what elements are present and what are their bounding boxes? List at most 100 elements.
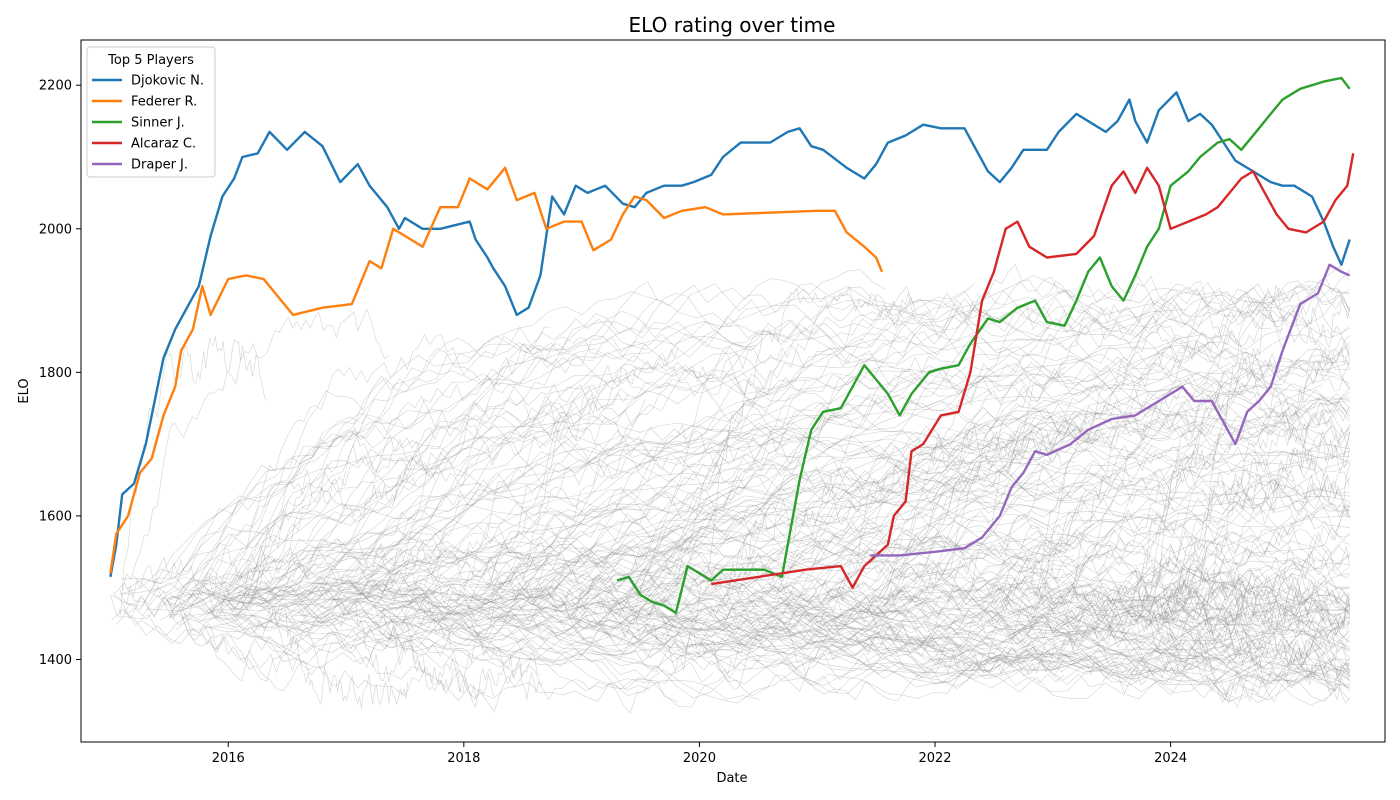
background-player-line xyxy=(168,431,1089,618)
background-player-line xyxy=(227,293,896,603)
background-player-line xyxy=(288,518,794,630)
background-player-line xyxy=(203,283,910,624)
background-player-line xyxy=(196,568,844,635)
background-player-line xyxy=(603,577,1339,636)
legend-entry: Federer R. xyxy=(131,95,197,110)
background-player-line xyxy=(179,614,1249,673)
background-player-line xyxy=(359,280,1350,586)
background-player-line xyxy=(292,598,1350,688)
background-player-line xyxy=(694,286,915,626)
background-player-line xyxy=(815,354,1350,587)
background-player-line xyxy=(216,616,760,700)
background-player-line xyxy=(700,556,1350,624)
background-player-line xyxy=(634,396,1350,596)
background-player-line xyxy=(378,487,1293,612)
background-player-line xyxy=(146,309,1187,612)
background-player-line xyxy=(676,608,1350,687)
background-player-line xyxy=(291,331,1350,617)
background-player-line xyxy=(487,515,1115,591)
background-player-line xyxy=(378,599,1350,702)
background-player-line xyxy=(835,385,1350,586)
background-player-line xyxy=(1091,521,1350,632)
legend-title: Top 5 Players xyxy=(107,53,194,68)
background-player-line xyxy=(1073,269,1350,596)
background-player-line xyxy=(153,590,314,674)
background-player-line xyxy=(486,350,783,582)
background-player-line xyxy=(729,276,1225,598)
background-player-line xyxy=(175,308,1050,631)
y-tick-label: 1600 xyxy=(39,509,72,524)
background-player-line xyxy=(632,597,1350,689)
background-player-line xyxy=(551,578,901,627)
background-player-line xyxy=(221,592,425,676)
background-player-line xyxy=(112,592,530,661)
background-player-line xyxy=(981,362,1350,600)
legend-entry: Sinner J. xyxy=(131,116,185,131)
background-player-line xyxy=(1004,575,1350,645)
background-player-line xyxy=(122,610,714,702)
background-player-line xyxy=(210,533,444,620)
background-player-line xyxy=(710,365,1191,597)
background-player-line xyxy=(847,562,1350,617)
background-player-line xyxy=(734,559,1350,613)
background-player-line xyxy=(1203,441,1350,626)
background-player-line xyxy=(311,269,886,588)
background-player-line xyxy=(469,587,1350,685)
background-player-line xyxy=(535,563,1278,616)
background-player-line xyxy=(633,368,992,615)
background-player-line xyxy=(626,265,1350,599)
background-player-line xyxy=(1027,306,1350,617)
background-player-line xyxy=(836,424,1028,600)
background-player-line xyxy=(851,426,1266,623)
background-player-line xyxy=(1070,584,1350,662)
background-player-line xyxy=(805,548,1350,591)
background-player-line xyxy=(224,506,1094,599)
background-player-line xyxy=(322,408,1207,606)
legend-entry: Draper J. xyxy=(131,158,188,173)
background-player-line xyxy=(991,569,1350,622)
background-player-line xyxy=(1150,569,1350,635)
x-axis: 2016 2018 2020 2022 2024 xyxy=(212,742,1187,766)
background-player-line xyxy=(190,429,911,590)
background-player-line xyxy=(174,363,1105,605)
background-player-line xyxy=(1143,556,1350,623)
background-player-line xyxy=(374,608,544,701)
background-player-line xyxy=(209,484,918,618)
background-player-line xyxy=(600,343,1334,603)
legend: Top 5 Players Djokovic N. Federer R. Sinne… xyxy=(86,46,216,178)
background-player-line xyxy=(499,582,964,664)
background-player-line xyxy=(892,421,1332,616)
background-player-line xyxy=(444,393,629,609)
background-player-line xyxy=(142,594,678,647)
background-player-line xyxy=(769,586,1328,657)
background-player-line xyxy=(578,354,1067,582)
background-player-line xyxy=(658,611,1232,661)
background-player-line xyxy=(353,480,1350,604)
background-player-line xyxy=(256,383,1350,608)
background-player-line xyxy=(315,596,1350,646)
background-player-lines xyxy=(110,264,1350,714)
background-player-line xyxy=(1195,284,1350,591)
background-player-line xyxy=(573,357,1235,599)
background-player-line xyxy=(313,582,1350,661)
background-player-line xyxy=(469,437,1350,601)
background-player-line xyxy=(475,591,1077,648)
series-line-djokovic-n xyxy=(109,91,1351,578)
background-player-line xyxy=(162,593,1316,669)
background-player-line xyxy=(266,362,1232,598)
background-player-line xyxy=(122,308,389,591)
background-player-line xyxy=(1142,346,1350,606)
background-player-line xyxy=(415,522,1350,603)
background-player-line xyxy=(950,586,1350,643)
background-player-line xyxy=(234,563,968,630)
background-player-line xyxy=(645,405,1350,618)
background-player-line xyxy=(931,404,1197,584)
background-player-line xyxy=(581,586,1219,680)
background-player-line xyxy=(405,589,1350,677)
background-player-line xyxy=(942,577,1350,702)
background-player-line xyxy=(1040,576,1350,703)
background-player-line xyxy=(581,469,1350,626)
background-player-line xyxy=(826,346,1350,602)
background-player-line xyxy=(996,467,1350,602)
background-player-line xyxy=(1118,594,1350,673)
